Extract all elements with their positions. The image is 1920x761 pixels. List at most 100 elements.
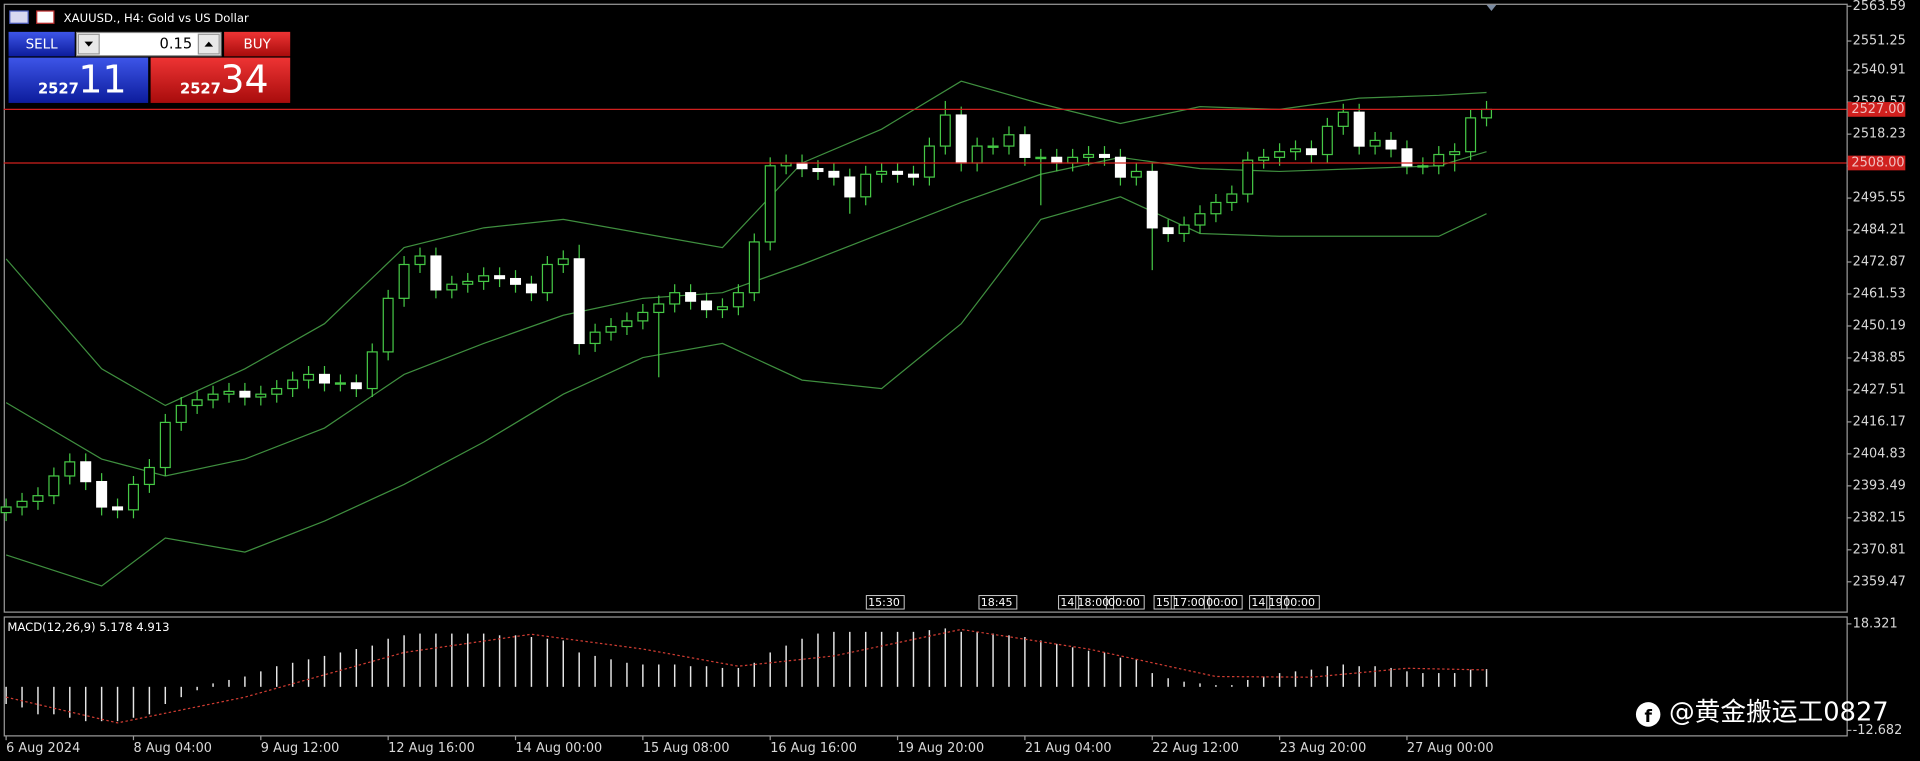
y-tick-label: 2495.55 (1853, 191, 1906, 206)
candle-body (1417, 165, 1429, 168)
buy-label: BUY (243, 37, 271, 53)
candle-body (716, 306, 728, 311)
candle-body (1433, 153, 1445, 167)
event-tag-box (1105, 595, 1145, 610)
event-tag-box (1170, 595, 1210, 610)
event-tag-box (1153, 595, 1175, 610)
candle-body (48, 475, 60, 497)
candle-body (414, 255, 426, 266)
y-tick-label: 2438.85 (1853, 350, 1906, 365)
candle-body (239, 390, 251, 398)
candle-body (1003, 134, 1015, 147)
candle-body (796, 162, 808, 170)
event-tag-box (1280, 595, 1320, 610)
candle-body (1067, 156, 1079, 164)
candle-body (430, 255, 442, 291)
candle-body (1305, 148, 1317, 156)
candle-body (1035, 156, 1047, 160)
candle-body (127, 483, 139, 511)
candle-body (1083, 153, 1095, 158)
y-tick-label: 2404.83 (1853, 446, 1906, 461)
window-title: XAUUSD., H4: Gold vs US Dollar (64, 11, 249, 25)
candle-body (1290, 148, 1302, 153)
candle-body (987, 145, 999, 148)
arrow-icon (84, 41, 94, 47)
event-tag: 19 (1269, 596, 1283, 609)
candle-body (1369, 139, 1381, 147)
price-label: 2527.00 (1851, 102, 1904, 117)
y-tick-label: 2370.81 (1853, 542, 1906, 557)
candle-body (1481, 108, 1493, 119)
candle-body (637, 311, 649, 322)
candle-body (621, 320, 633, 328)
macd-panel-frame (3, 616, 1848, 737)
candle-body (1385, 139, 1397, 150)
event-tag: 00:00 (1206, 596, 1238, 609)
candle-body (1162, 227, 1174, 235)
candle-body (366, 351, 378, 390)
y-tick-label: 2484.21 (1853, 223, 1906, 238)
watermark-icon (1635, 702, 1661, 727)
event-tag-box (865, 595, 905, 610)
x-tick-label: 16 Aug 16:00 (770, 741, 857, 756)
candle-body (287, 379, 299, 390)
candle-body (303, 373, 315, 381)
candle-body (732, 292, 744, 308)
candle-body (398, 263, 410, 299)
y-tick-label: 2427.51 (1853, 382, 1906, 397)
trade-panel: SELL 0.15 BUY 2527 11 2527 34 (8, 31, 291, 103)
ask-pips: 34 (220, 58, 268, 102)
candle-body (1401, 148, 1413, 167)
candle-body (892, 170, 904, 175)
bid-box[interactable] (8, 57, 149, 103)
event-tag-box (1075, 595, 1115, 610)
candle-body (923, 145, 935, 178)
candle-body (748, 241, 760, 294)
x-tick-label: 9 Aug 12:00 (261, 741, 340, 756)
candle-body (0, 506, 12, 514)
candle-body (907, 173, 919, 178)
candle-body (318, 373, 330, 384)
candle-body (1337, 111, 1349, 127)
candle-body (494, 275, 506, 280)
price-label: 2508.00 (1851, 155, 1904, 170)
event-tag: 00:00 (1108, 596, 1140, 609)
candle-body (271, 387, 283, 395)
ask-box[interactable] (150, 57, 291, 103)
y-tick-label: 2382.15 (1853, 510, 1906, 525)
candle-body (653, 303, 665, 314)
x-tick-label: 23 Aug 20:00 (1280, 741, 1367, 756)
candle-body (828, 170, 840, 178)
event-tag-box (1249, 595, 1271, 610)
candle-body (525, 283, 537, 294)
y-tick-label: 2540.91 (1853, 63, 1906, 78)
arrow-icon (204, 41, 214, 47)
y-tick-label: 2518.23 (1853, 127, 1906, 142)
candle-body (334, 382, 346, 385)
candle-body (1321, 125, 1333, 156)
candle-body (1258, 156, 1270, 161)
buy-button[interactable] (224, 31, 291, 57)
lot-input[interactable] (75, 31, 222, 57)
event-tag-box (1058, 595, 1080, 610)
candle-body (159, 421, 171, 469)
x-tick-label: 21 Aug 04:00 (1025, 741, 1112, 756)
candle-body (1051, 156, 1063, 164)
x-tick-label: 19 Aug 20:00 (898, 741, 985, 756)
event-tag: 18:00 (1078, 596, 1110, 609)
bollinger-band (5, 196, 1487, 587)
event-tag: 15:30 (868, 596, 900, 609)
ask-prefix: 2527 (180, 80, 221, 97)
candle-body (143, 466, 155, 486)
candle-body (557, 258, 569, 266)
shift-marker (1486, 4, 1497, 12)
candle-body (96, 480, 108, 508)
y-tick-label: -12.682 (1853, 723, 1903, 738)
sell-button[interactable] (8, 31, 75, 57)
candle-body (876, 170, 888, 175)
price-label-box (1847, 155, 1906, 171)
icon (36, 10, 55, 24)
candle-body (462, 280, 474, 285)
y-tick-label: 18.321 (1853, 616, 1898, 631)
